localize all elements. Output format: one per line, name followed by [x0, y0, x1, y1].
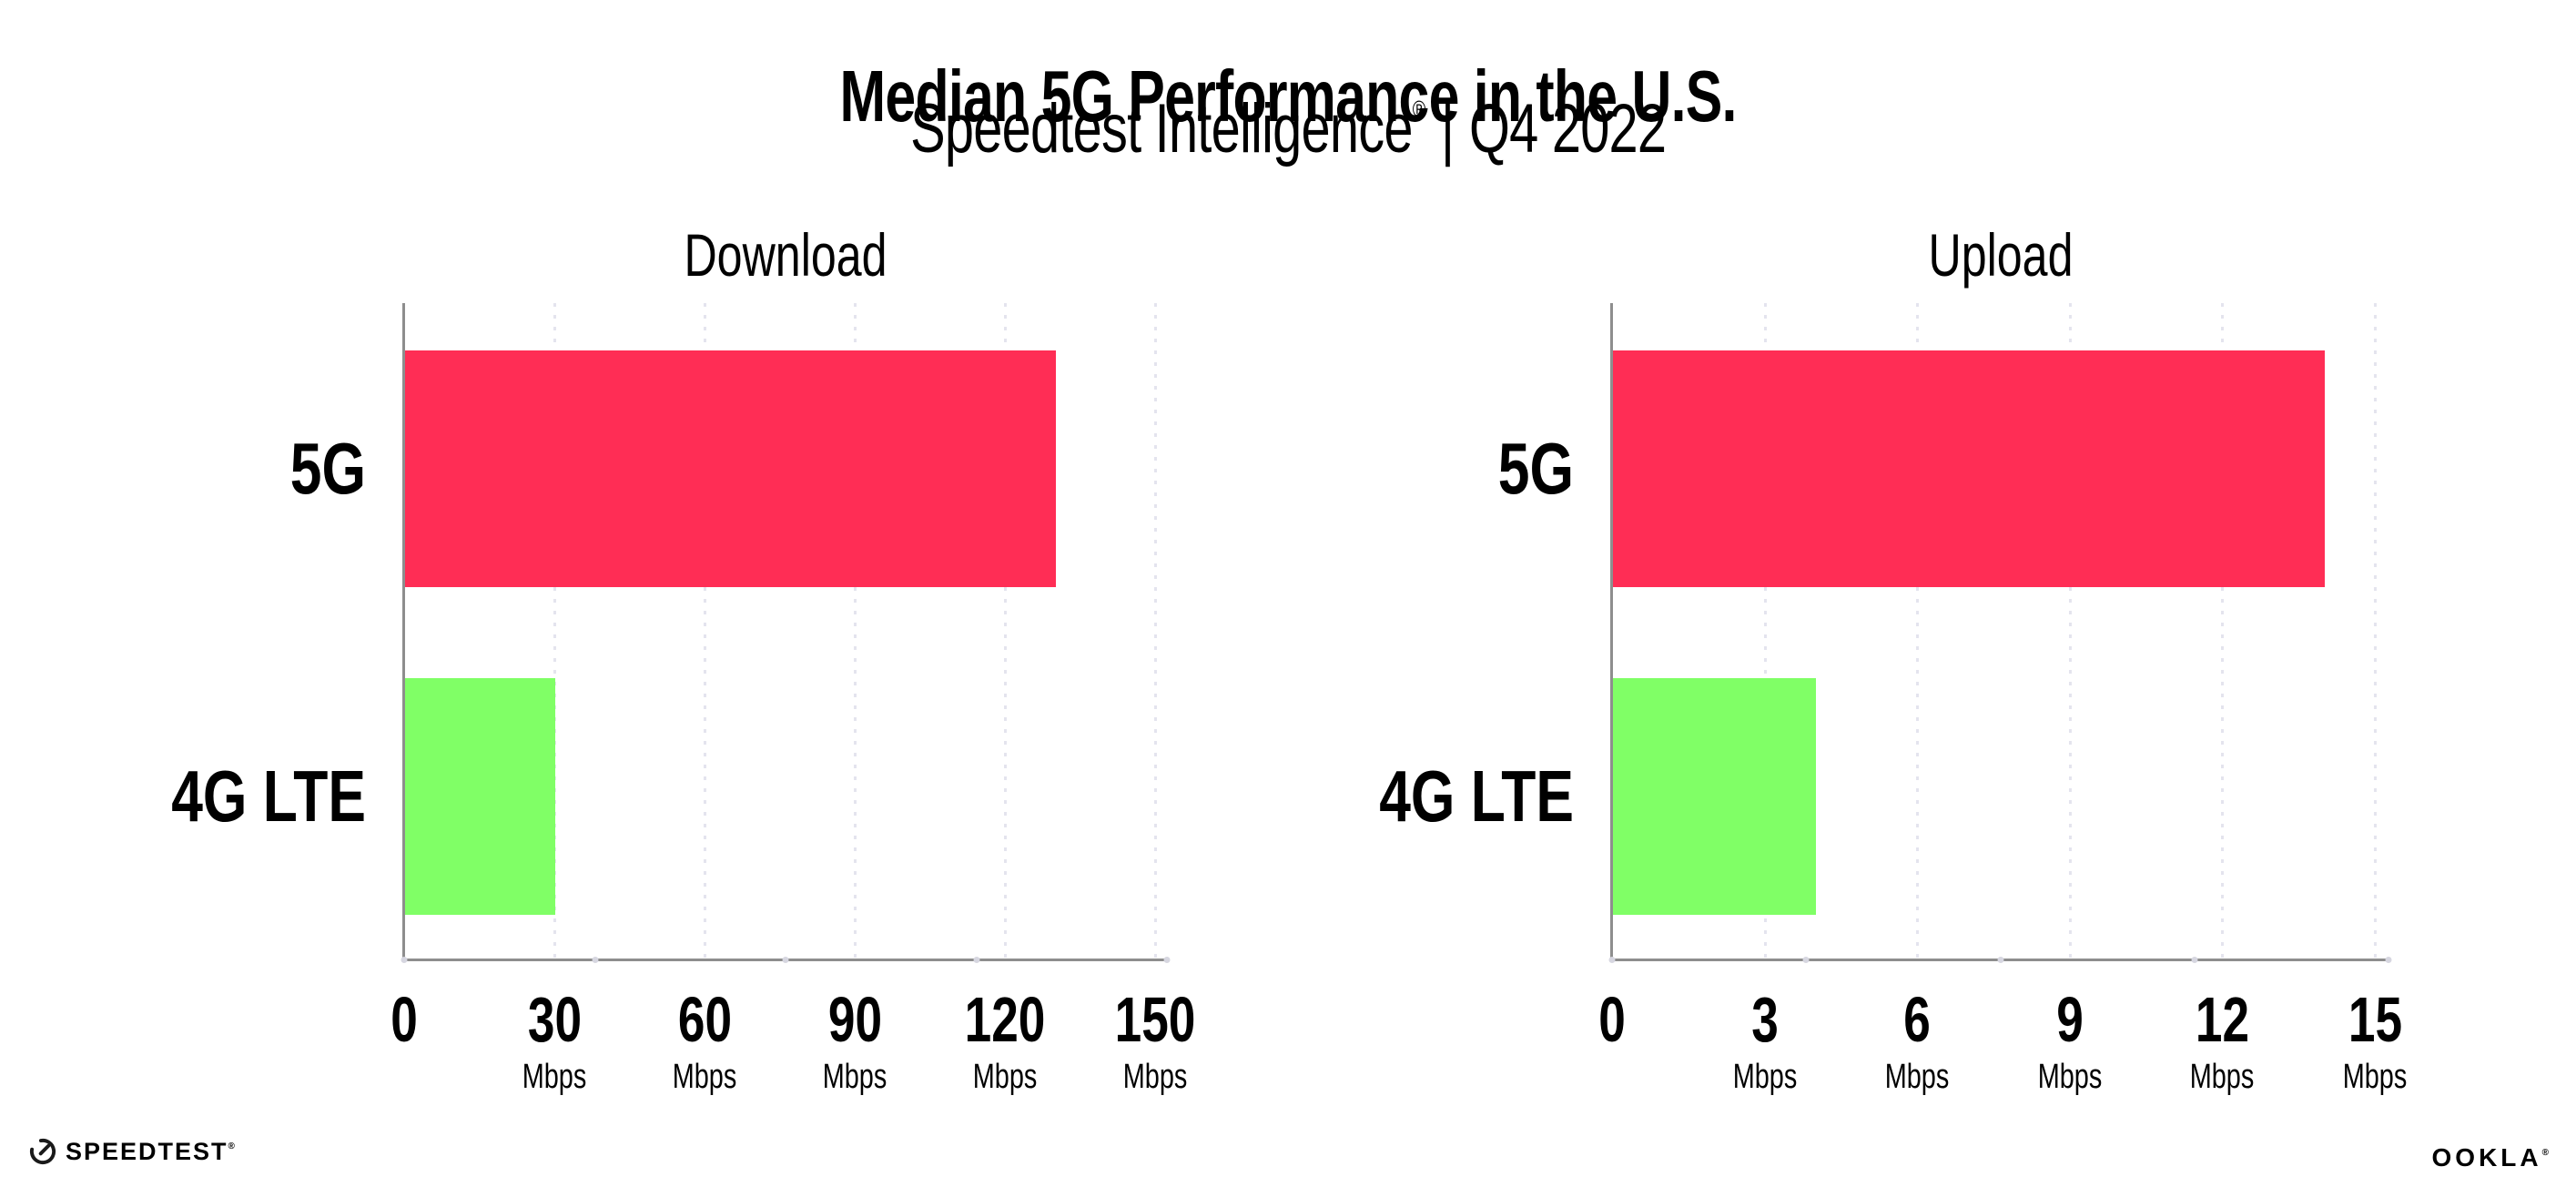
download-y-axis-line	[402, 303, 405, 960]
x-tick-15: 15 Mbps	[2333, 988, 2418, 1095]
axis-dot	[592, 957, 598, 963]
gauge-needle	[38, 1143, 51, 1156]
axis-dot	[1997, 957, 2003, 963]
x-tick-unit: Mbps	[972, 1058, 1038, 1096]
x-tick-30: 30 Mbps	[512, 988, 597, 1095]
download-chart-title: Download	[684, 221, 887, 289]
upload-y-axis-line	[1610, 303, 1613, 960]
gridline-3-mbps	[1763, 303, 1767, 959]
x-tick-unit: Mbps	[1122, 1058, 1188, 1096]
category-label-4g-lte: 4G LTE	[171, 756, 366, 837]
ookla-logo: OOKLA®	[2432, 1145, 2549, 1171]
axis-dot	[1163, 957, 1171, 963]
axis-dot	[782, 957, 789, 963]
gridline-6-mbps	[1916, 303, 1920, 959]
subtitle-separator: |	[1440, 90, 1455, 167]
x-tick-3: 3 Mbps	[1722, 988, 1807, 1095]
axis-dot	[401, 957, 408, 963]
axis-dot	[2385, 957, 2392, 963]
x-tick-unit: Mbps	[672, 1058, 737, 1096]
speedtest-wordmark: SPEEDTEST®	[66, 1137, 235, 1165]
upload-chart-plot: Upload 0 3 Mbps 6 Mbps 9 Mbps 12 Mbps 15 Mbps 5G 4G…	[1379, 225, 2407, 1095]
category-label-5g: 5G	[1497, 428, 1574, 509]
gridline-150-mbps	[1154, 303, 1157, 959]
download-chart-plot: Download 0 30 Mbps 60 Mbps 90 Mbps 120 Mbps 150 Mb…	[171, 225, 1195, 1095]
upload-chart-title: Upload	[1928, 221, 2073, 289]
axis-dot	[1608, 957, 1616, 963]
upload-bar-5g	[1613, 350, 2326, 587]
axis-dot	[973, 957, 979, 963]
x-tick-0: 0	[1598, 984, 1626, 1055]
x-tick-12: 12 Mbps	[2180, 988, 2265, 1095]
page-title-text: Median 5G Performance in the U.S.	[839, 55, 1737, 137]
speedtest-gauge-icon	[29, 1138, 56, 1165]
gridline-15-mbps	[2374, 303, 2377, 959]
gridline-30-mbps	[553, 303, 556, 959]
speedtest-registered-icon: ®	[228, 1141, 235, 1151]
x-tick-unit: Mbps	[2037, 1058, 2103, 1096]
subtitle-brand: Speedtest Intelligence	[909, 90, 1413, 167]
page-subtitle: Speedtest Intelligence® | Q4 2022	[0, 95, 2576, 164]
gridline-9-mbps	[2068, 303, 2072, 959]
x-tick-6: 6 Mbps	[1875, 988, 1960, 1095]
x-tick-unit: Mbps	[2342, 1058, 2408, 1096]
x-tick-150: 150 Mbps	[1102, 988, 1209, 1095]
download-bar-5g	[405, 350, 1056, 587]
page-title: Median 5G Performance in the U.S.	[0, 55, 2576, 137]
ookla-registered-icon: ®	[2541, 1148, 2549, 1158]
category-label-4g-lte: 4G LTE	[1379, 756, 1574, 837]
x-tick-90: 90 Mbps	[813, 988, 898, 1095]
x-tick-120: 120 Mbps	[952, 988, 1059, 1095]
x-tick-9: 9 Mbps	[2027, 988, 2112, 1095]
axis-dot	[1802, 957, 1810, 963]
upload-bar-4g-lte	[1613, 678, 1817, 915]
speedtest-logo: SPEEDTEST®	[29, 1138, 235, 1165]
x-tick-unit: Mbps	[1884, 1058, 1950, 1096]
category-label-5g: 5G	[289, 428, 366, 509]
gridline-120-mbps	[1004, 303, 1007, 959]
registered-trademark-icon: ®	[1412, 96, 1426, 123]
x-tick-unit: Mbps	[822, 1058, 887, 1096]
subtitle-period: Q4 2022	[1468, 90, 1667, 167]
ookla-wordmark: OOKLA	[2431, 1143, 2542, 1172]
download-bar-4g-lte	[405, 678, 555, 915]
axis-dot	[2191, 957, 2198, 963]
gridline-12-mbps	[2221, 303, 2225, 959]
gridline-60-mbps	[704, 303, 706, 959]
x-tick-0: 0	[390, 984, 418, 1055]
x-tick-unit: Mbps	[2190, 1058, 2255, 1096]
gridline-90-mbps	[854, 303, 857, 959]
x-tick-unit: Mbps	[522, 1058, 587, 1096]
x-tick-60: 60 Mbps	[663, 988, 747, 1095]
x-tick-unit: Mbps	[1732, 1058, 1797, 1096]
